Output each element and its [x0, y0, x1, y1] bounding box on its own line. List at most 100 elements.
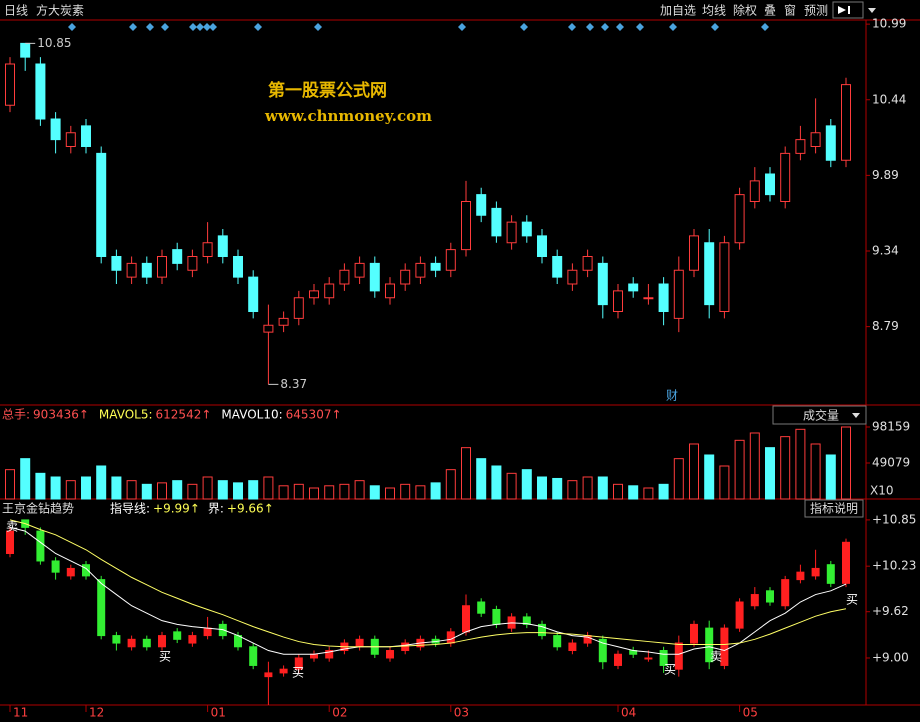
- volume-bar: [567, 480, 578, 500]
- y-tick-label: +10.85: [872, 512, 916, 526]
- candle-body: [415, 262, 426, 278]
- candle-body: [643, 297, 654, 300]
- candle-body: [126, 262, 137, 278]
- candle-body: [765, 173, 775, 196]
- volume-bar: [643, 487, 654, 500]
- volume-bar: [704, 454, 715, 500]
- volume-bar: [233, 482, 243, 500]
- candle-body: [734, 194, 745, 244]
- dropdown-arrow[interactable]: [852, 413, 860, 418]
- header-label: MAVOL10:: [221, 408, 282, 422]
- y-tick-label: +10.23: [872, 559, 916, 573]
- volume-bar: [126, 480, 137, 500]
- volume-bar: [96, 465, 107, 500]
- candle-body: [766, 590, 774, 603]
- event-marker: [196, 23, 204, 31]
- y-tick-label: +9.62: [872, 604, 909, 618]
- candle-body: [248, 276, 259, 312]
- volume-bar: [506, 472, 517, 500]
- candle-body: [188, 635, 197, 644]
- candle-body: [506, 221, 517, 244]
- volume-bar: [248, 480, 259, 500]
- signal-label: 买: [846, 593, 858, 607]
- volume-bar: [65, 480, 76, 500]
- candle-body: [749, 180, 760, 202]
- y-tick-label: 98159: [872, 420, 910, 434]
- candle-body: [187, 256, 198, 271]
- candle-body: [81, 125, 91, 147]
- event-marker: [586, 23, 594, 31]
- event-marker: [129, 23, 137, 31]
- event-marker: [161, 23, 169, 31]
- toolbar-button[interactable]: 预测: [804, 4, 828, 18]
- candle-body: [552, 256, 563, 278]
- toolbar-button[interactable]: [832, 1, 864, 19]
- toolbar-button[interactable]: 窗: [784, 4, 796, 18]
- candle-body: [430, 262, 441, 271]
- volume-bar: [369, 485, 380, 500]
- toolbar-icon[interactable]: [868, 8, 876, 13]
- candle-body: [158, 635, 166, 648]
- toolbar-button[interactable]: 加自选: [660, 4, 696, 18]
- candle-body: [704, 242, 715, 306]
- candle-body: [445, 249, 456, 271]
- volume-bar: [278, 485, 289, 500]
- candle-body: [461, 201, 471, 251]
- candle-body: [97, 579, 106, 637]
- header-value: 645307↑: [286, 408, 342, 422]
- candle-body: [50, 118, 61, 141]
- volume-bar: [202, 476, 213, 500]
- candle-body: [689, 235, 699, 271]
- candle-body: [386, 650, 394, 659]
- candle-body: [65, 132, 76, 147]
- volume-bar: [385, 487, 395, 500]
- y-tick-label: 10.44: [872, 92, 906, 106]
- unit-label: X10: [870, 484, 894, 498]
- candle-body: [310, 653, 318, 659]
- selector[interactable]: [772, 405, 867, 425]
- volume-bar: [537, 476, 547, 500]
- candle-body: [233, 256, 243, 278]
- event-marker: [68, 23, 76, 31]
- indicator-button[interactable]: [804, 499, 864, 518]
- candle-body: [51, 560, 60, 573]
- candle-body: [658, 283, 669, 312]
- candle-body: [141, 262, 152, 278]
- y-tick-label: 10.99: [872, 17, 906, 31]
- candle-body: [96, 152, 107, 257]
- indicator-name: 王京金钻趋势: [2, 501, 74, 516]
- candle-body: [644, 657, 653, 660]
- toolbar-button[interactable]: 叠: [764, 4, 776, 18]
- selector-label[interactable]: 成交量: [803, 408, 839, 423]
- candle-body: [538, 623, 546, 637]
- volume-bar: [263, 476, 274, 500]
- toolbar-button[interactable]: 均线: [702, 4, 726, 18]
- candle-body: [674, 642, 683, 670]
- indicator-button-label[interactable]: 指标说明: [810, 501, 858, 516]
- event-marker: [520, 23, 528, 31]
- toolbar-button[interactable]: 除权: [733, 3, 757, 18]
- candle-body: [264, 672, 273, 678]
- candle-body: [278, 317, 289, 326]
- candle-body: [127, 638, 136, 648]
- candle-body: [202, 242, 213, 257]
- candle-body: [325, 650, 334, 659]
- watermark-url: www.chnmoney.com: [264, 107, 432, 125]
- volume-bar: [354, 480, 365, 500]
- candle-body: [614, 653, 622, 666]
- candle-body: [249, 646, 258, 666]
- candle-body: [750, 594, 759, 607]
- candle-body: [553, 635, 562, 648]
- candle-body: [217, 235, 228, 257]
- y-tick-label: 8.79: [872, 319, 899, 333]
- toolbar-icon[interactable]: [838, 6, 850, 14]
- event-marker: [761, 23, 769, 31]
- candle-body: [5, 63, 15, 106]
- candle-body: [369, 262, 380, 292]
- volume-bar: [795, 428, 806, 500]
- candle-body: [719, 242, 730, 312]
- candle-body: [491, 207, 502, 237]
- candle-body: [568, 642, 577, 652]
- volume-bar: [552, 477, 563, 500]
